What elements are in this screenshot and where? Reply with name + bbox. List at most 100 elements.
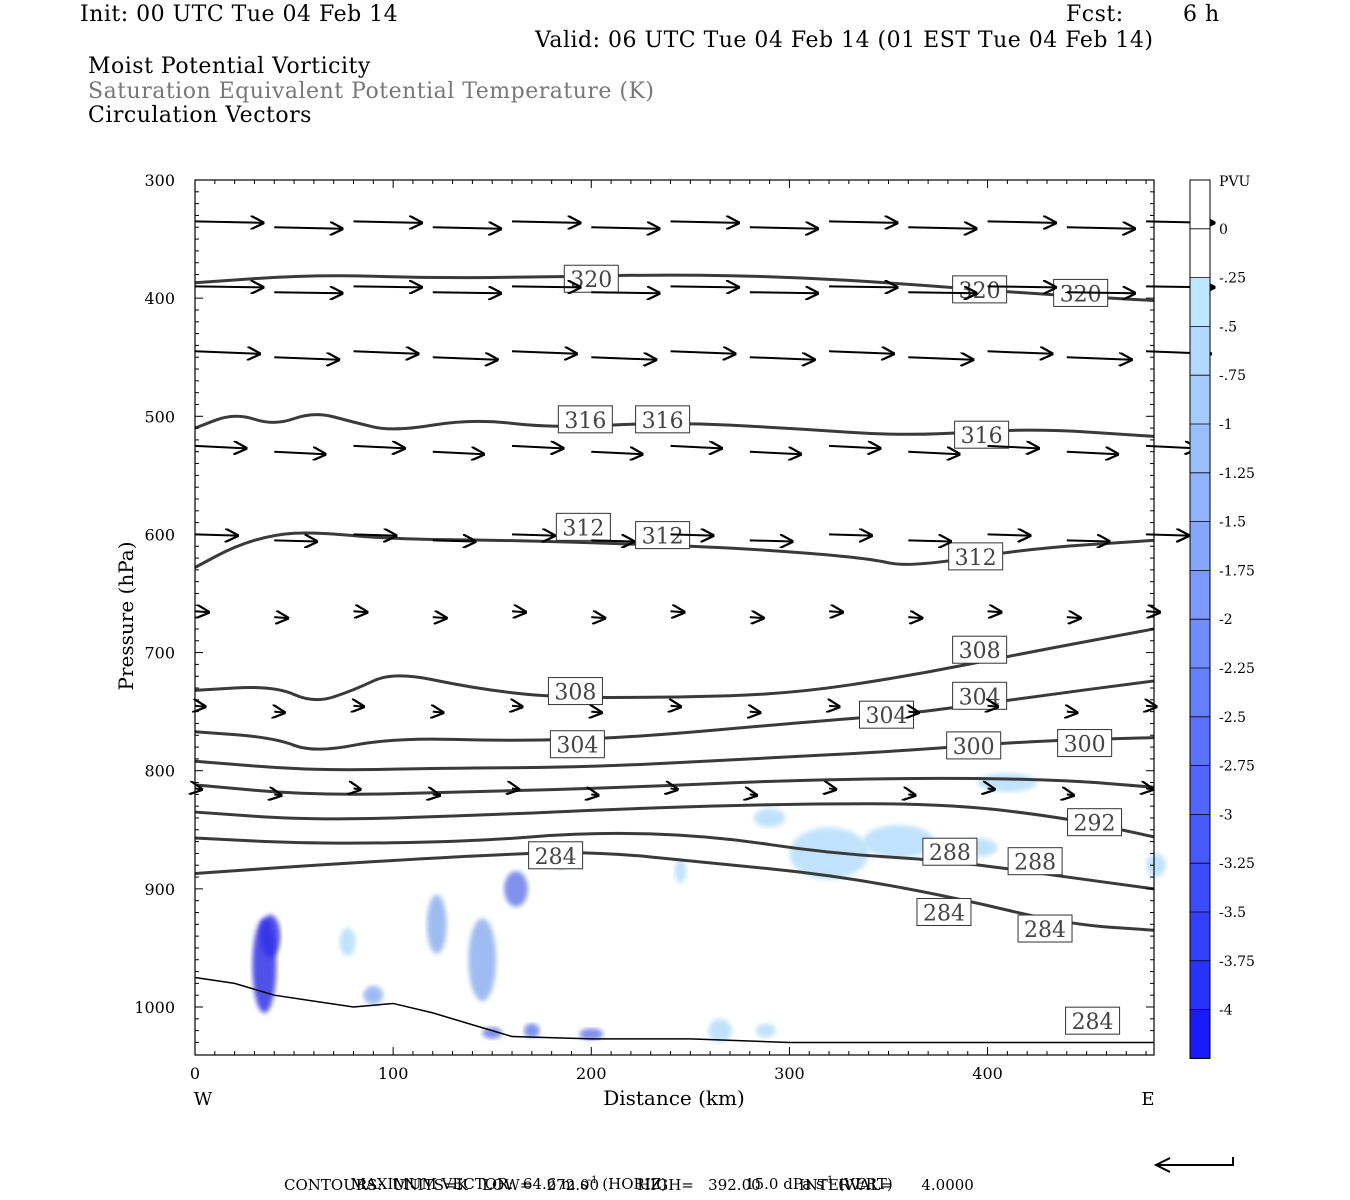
wind-vector xyxy=(591,712,601,713)
svg-text:304: 304 xyxy=(556,734,598,759)
svg-text:308: 308 xyxy=(959,639,1001,664)
theta-label-304: 304 xyxy=(952,681,1008,710)
plot-frame xyxy=(194,179,1155,1056)
theta-contour-284 xyxy=(194,851,1155,932)
wind-vector xyxy=(829,286,897,287)
pv-blob xyxy=(579,1028,604,1041)
wind-vector xyxy=(274,452,325,455)
wind-vector xyxy=(353,351,419,354)
colorbar-label: -.5 xyxy=(1219,319,1237,335)
theta-label-284: 284 xyxy=(916,897,972,926)
y-tick-label: 300 xyxy=(144,171,175,190)
wind-vector xyxy=(274,292,342,293)
svg-text:320: 320 xyxy=(959,279,1001,304)
colorbar-swatch xyxy=(1190,716,1210,767)
wind-vector xyxy=(987,286,1056,287)
colorbar-label: -.25 xyxy=(1219,271,1246,287)
theta-contour-304 xyxy=(194,679,1155,751)
pv-blob xyxy=(363,985,384,1005)
pv-blob xyxy=(753,808,786,828)
theta-label-284: 284 xyxy=(1017,914,1073,943)
wind-vector xyxy=(1146,788,1153,789)
theta-label-320: 320 xyxy=(952,275,1008,304)
colorbar-label: -.75 xyxy=(1219,368,1246,384)
wind-vector xyxy=(591,227,659,229)
theta-contour-316 xyxy=(194,413,1155,438)
wind-vector xyxy=(670,351,736,354)
wind-vector xyxy=(671,706,681,707)
theta-label-288: 288 xyxy=(1007,847,1063,876)
colorbar-title: PVU xyxy=(1219,174,1251,190)
wind-vector xyxy=(908,617,922,618)
pv-blob xyxy=(482,1027,503,1039)
colorbar-label: -2.25 xyxy=(1219,661,1255,677)
wind-vector xyxy=(829,788,836,789)
colorbar-label: -2.5 xyxy=(1219,710,1246,726)
svg-text:284: 284 xyxy=(923,901,965,926)
wind-vector xyxy=(1066,617,1081,618)
vector-layer xyxy=(195,221,1214,795)
colorbar-swatch xyxy=(1190,814,1210,864)
svg-text:316: 316 xyxy=(961,424,1003,449)
pv-blob xyxy=(260,914,281,958)
pv-blob xyxy=(755,1023,776,1038)
wind-vector xyxy=(670,534,714,535)
colorbar-swatch xyxy=(1190,424,1210,474)
wind-vector xyxy=(908,227,976,229)
colorbar-swatch xyxy=(1190,960,1210,1011)
theta-contour-292 xyxy=(194,802,1155,839)
wind-vector xyxy=(749,227,818,229)
wind-vector xyxy=(194,611,209,612)
colorbar-swatch xyxy=(1190,765,1210,815)
wind-vector xyxy=(1066,452,1118,455)
wind-vector xyxy=(988,788,995,789)
wind-vector xyxy=(591,357,656,360)
wind-vector xyxy=(987,446,1039,449)
wind-vector xyxy=(1067,712,1077,713)
wind-vector xyxy=(433,712,443,713)
wind-vector xyxy=(591,540,634,541)
wind-vector xyxy=(353,611,368,612)
fcst-label: Fcst: xyxy=(1066,2,1124,27)
wind-vector xyxy=(749,292,818,293)
theta-contour-320 xyxy=(194,273,1155,303)
svg-text:316: 316 xyxy=(564,409,606,434)
wind-vector xyxy=(432,227,501,229)
wind-vector xyxy=(749,452,801,455)
wind-vector xyxy=(749,617,764,618)
pv-blob xyxy=(426,894,447,954)
wind-vector xyxy=(829,534,872,535)
wind-vector xyxy=(511,534,555,535)
colorbar-label: 0 xyxy=(1219,222,1228,238)
y-tick-label: 500 xyxy=(144,407,175,426)
wind-vector xyxy=(274,617,288,618)
wind-vector xyxy=(353,221,422,223)
colorbar-label: -3.75 xyxy=(1219,954,1255,970)
theta-contour-300 xyxy=(194,736,1155,772)
wind-vector xyxy=(828,611,843,612)
y-tick-label: 600 xyxy=(144,525,175,544)
wind-vector xyxy=(829,221,897,223)
colorbar-swatch xyxy=(1190,912,1210,962)
colorbar-label: -1 xyxy=(1219,417,1233,433)
colorbar-label: -3 xyxy=(1219,807,1233,823)
y-tick-label: 400 xyxy=(144,289,175,308)
colorbar-label: -1.5 xyxy=(1219,515,1246,531)
theta-label-300: 300 xyxy=(1057,729,1113,758)
wind-vector xyxy=(987,351,1053,354)
wind-vector xyxy=(1066,357,1132,360)
wind-vector xyxy=(353,446,405,449)
pv-blob xyxy=(339,927,356,957)
theta-contour-288 xyxy=(194,831,1155,891)
wind-vector xyxy=(908,357,973,360)
wind-vector xyxy=(1066,227,1135,229)
y-tick-label: 900 xyxy=(144,880,175,899)
x-axis-label: Distance (km) xyxy=(603,1086,745,1110)
wind-vector xyxy=(670,221,739,223)
wind-vector xyxy=(988,706,998,707)
theta-label-300: 300 xyxy=(946,731,1002,760)
y-tick-label: 700 xyxy=(144,644,175,663)
wind-vector xyxy=(512,706,522,707)
wind-vector xyxy=(194,446,246,449)
colorbar-swatch xyxy=(1190,326,1210,376)
